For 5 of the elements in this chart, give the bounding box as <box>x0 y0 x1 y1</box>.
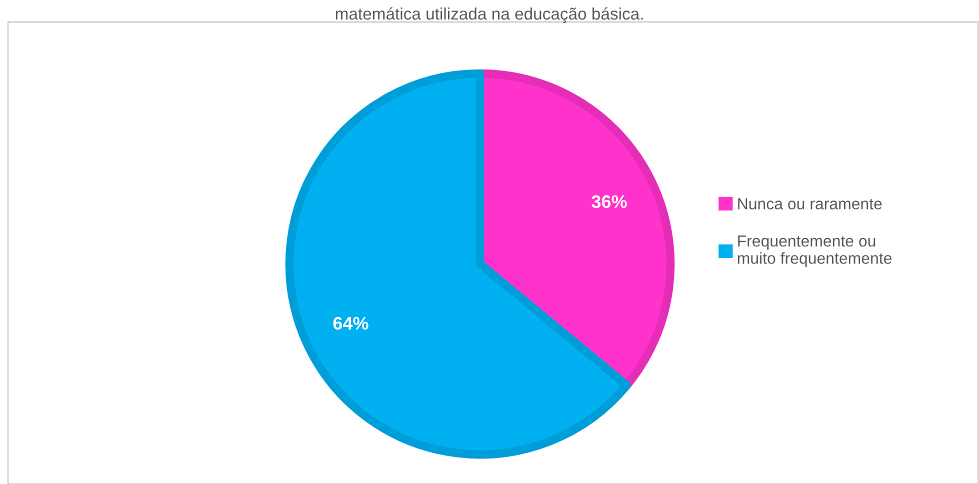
chart-title: matemática utilizada na educação básica. <box>336 7 643 24</box>
legend-label: Frequentemente ou muito frequentemente <box>738 236 892 268</box>
data-label: 64% <box>333 316 368 330</box>
data-label: 36% <box>592 195 627 208</box>
legend-label: Nunca ou raramente <box>738 198 882 210</box>
